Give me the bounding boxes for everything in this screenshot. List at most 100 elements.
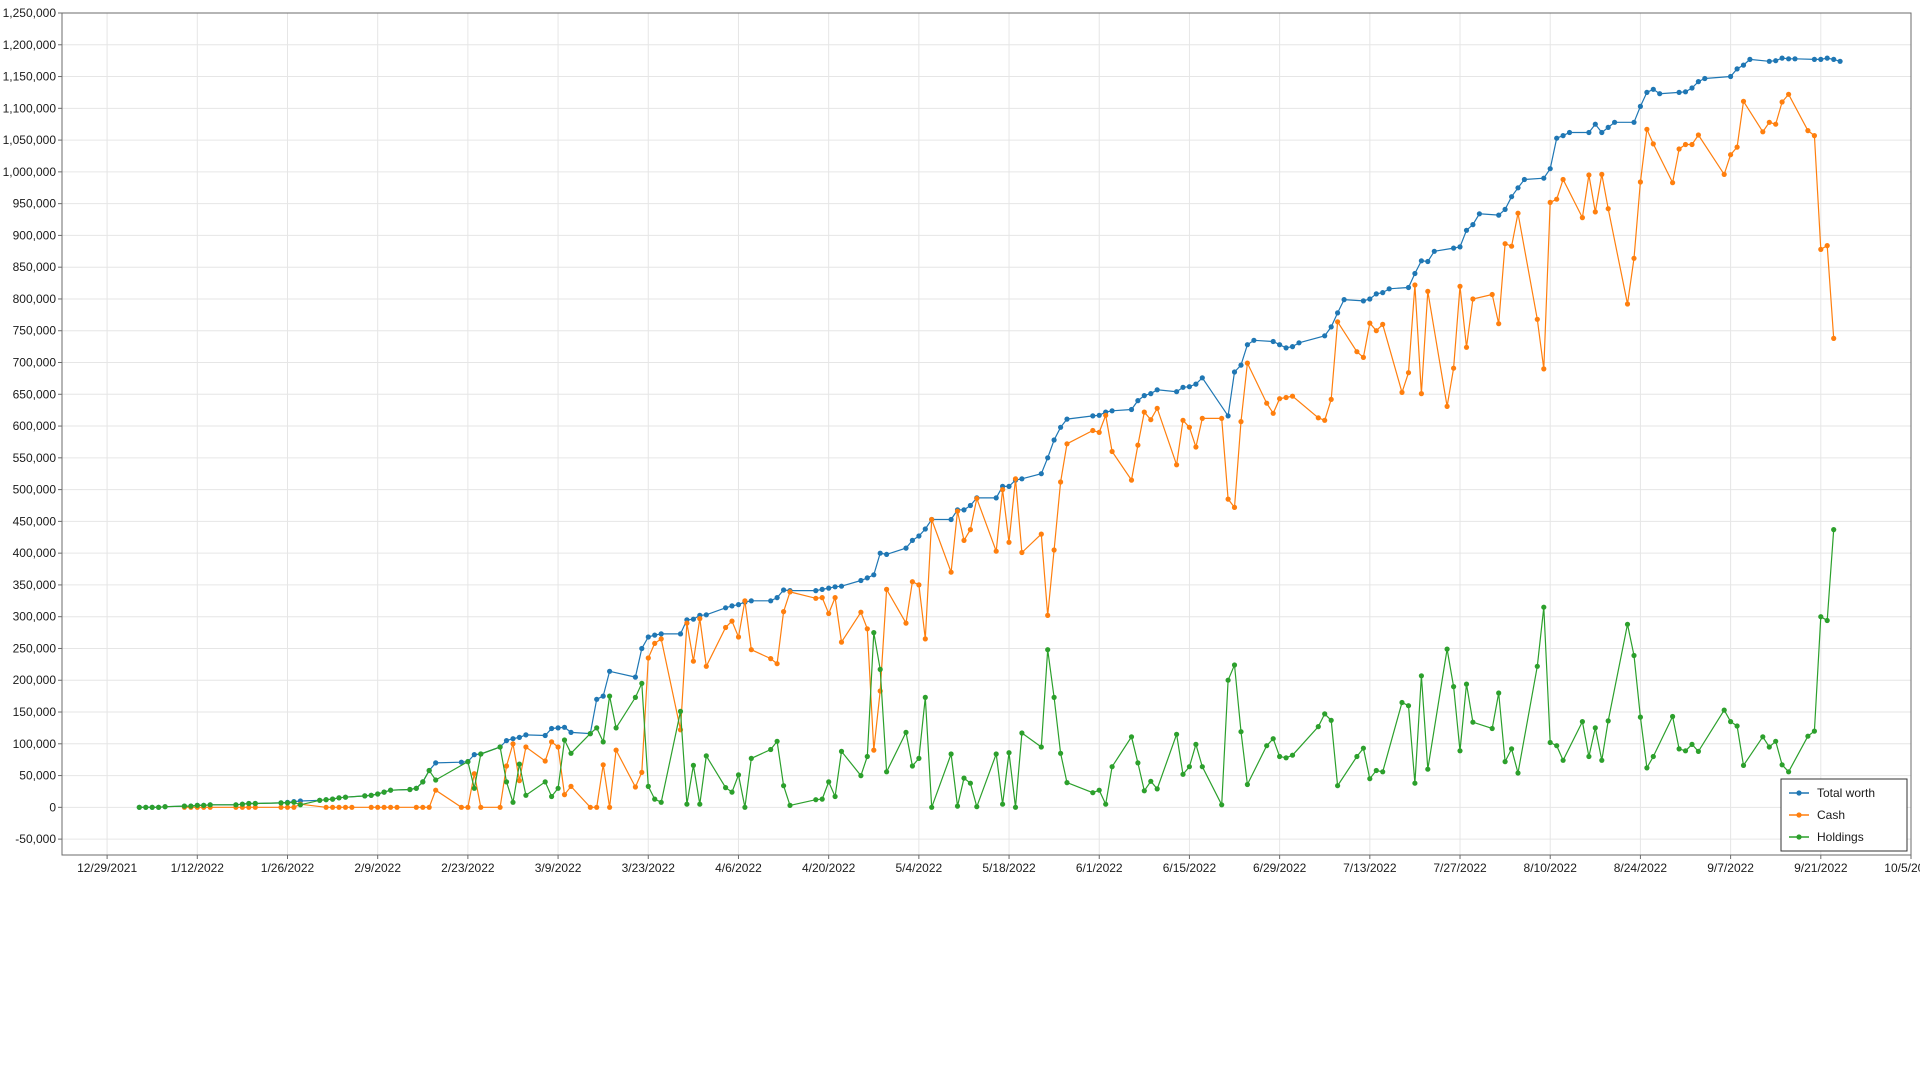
data-point-cash xyxy=(1824,243,1830,249)
data-point-holdings xyxy=(375,791,381,797)
data-point-cash xyxy=(607,804,613,810)
legend-item-holdings[interactable]: Holdings xyxy=(1789,830,1864,844)
data-point-cash xyxy=(1786,91,1792,97)
data-point-total-worth xyxy=(1496,212,1502,218)
data-point-holdings xyxy=(594,725,600,731)
data-point-total-worth xyxy=(1682,89,1689,95)
data-point-cash xyxy=(330,804,336,810)
data-point-total-worth xyxy=(1779,55,1785,61)
data-point-holdings xyxy=(1058,750,1064,756)
data-point-total-worth xyxy=(1277,342,1283,348)
data-point-total-worth xyxy=(1096,412,1102,418)
data-point-holdings xyxy=(1637,714,1643,720)
data-point-total-worth xyxy=(1289,344,1296,350)
data-point-holdings xyxy=(1515,770,1521,776)
data-point-total-worth xyxy=(523,732,529,738)
data-point-holdings xyxy=(516,761,523,767)
data-point-total-worth xyxy=(1818,56,1824,63)
data-point-cash xyxy=(703,663,709,669)
x-tick-label: 4/6/2022 xyxy=(715,861,762,875)
data-point-cash xyxy=(1554,196,1560,202)
data-point-cash xyxy=(375,804,381,810)
data-point-holdings xyxy=(278,800,284,806)
data-point-total-worth xyxy=(1792,56,1798,62)
data-point-cash xyxy=(336,804,342,810)
data-point-cash xyxy=(1180,417,1186,423)
data-point-total-worth xyxy=(916,533,922,539)
data-point-cash xyxy=(864,626,870,632)
data-point-total-worth xyxy=(555,725,561,731)
data-point-total-worth xyxy=(1521,176,1527,183)
data-point-total-worth xyxy=(1470,222,1476,228)
data-point-cash xyxy=(1051,547,1057,553)
data-point-cash xyxy=(1174,462,1180,468)
data-point-holdings xyxy=(1103,801,1109,807)
data-point-holdings xyxy=(1012,804,1019,810)
data-point-holdings xyxy=(858,773,864,779)
data-point-total-worth xyxy=(632,674,639,680)
data-point-cash xyxy=(1064,441,1070,447)
plot-area-frame xyxy=(61,12,1912,856)
data-point-cash xyxy=(555,744,561,750)
data-point-cash xyxy=(1451,365,1457,371)
data-point-holdings xyxy=(632,694,639,701)
data-point-total-worth xyxy=(1225,413,1231,419)
x-tick-label: 7/13/2022 xyxy=(1343,861,1397,875)
data-point-cash xyxy=(613,747,619,753)
data-point-holdings xyxy=(742,804,748,810)
data-point-holdings xyxy=(916,755,922,762)
data-point-holdings xyxy=(877,666,883,673)
data-point-cash xyxy=(1831,335,1837,341)
x-tick-label: 1/12/2022 xyxy=(171,861,225,875)
data-point-cash xyxy=(246,804,252,810)
data-point-cash xyxy=(1006,539,1012,545)
data-point-total-worth xyxy=(1560,133,1566,139)
data-point-holdings xyxy=(1644,765,1650,771)
data-point-total-worth xyxy=(1296,340,1302,346)
data-point-total-worth xyxy=(781,587,787,593)
legend-label: Total worth xyxy=(1817,786,1875,800)
data-point-holdings xyxy=(549,793,555,800)
data-point-cash xyxy=(1154,405,1160,411)
legend-item-total-worth[interactable]: Total worth xyxy=(1789,786,1875,800)
data-point-cash xyxy=(690,658,697,664)
data-point-cash xyxy=(1734,144,1740,150)
data-point-total-worth xyxy=(658,631,664,637)
data-point-total-worth xyxy=(1637,103,1643,109)
data-point-cash xyxy=(1534,316,1540,322)
data-point-total-worth xyxy=(1386,286,1392,292)
data-point-holdings xyxy=(497,744,503,750)
data-point-cash xyxy=(645,655,651,661)
data-point-cash xyxy=(1277,396,1283,402)
data-point-holdings xyxy=(684,801,690,807)
data-point-cash xyxy=(1367,320,1373,326)
data-point-holdings xyxy=(471,785,477,791)
data-point-holdings xyxy=(826,779,832,785)
data-point-holdings xyxy=(967,780,974,786)
data-point-total-worth xyxy=(1644,89,1650,95)
data-point-total-worth xyxy=(864,575,870,581)
legend[interactable]: Total worth Cash Holdings xyxy=(1780,778,1908,852)
y-tick-label: 1,250,000 xyxy=(3,6,57,20)
data-point-total-worth xyxy=(884,551,890,558)
data-point-total-worth xyxy=(1360,298,1366,304)
data-point-holdings xyxy=(723,785,729,791)
data-point-holdings xyxy=(697,801,703,807)
data-point-holdings xyxy=(1038,744,1044,750)
data-point-holdings xyxy=(1154,786,1160,792)
data-point-total-worth xyxy=(1231,369,1238,375)
data-point-holdings xyxy=(1444,646,1450,652)
data-point-total-worth xyxy=(948,516,954,523)
data-point-total-worth xyxy=(1244,342,1250,348)
y-tick-label: 350,000 xyxy=(13,578,57,592)
data-point-holdings xyxy=(510,799,516,805)
data-point-holdings xyxy=(1000,801,1006,807)
data-point-cash xyxy=(1740,98,1747,104)
data-point-cash xyxy=(420,804,426,810)
legend-item-cash[interactable]: Cash xyxy=(1789,808,1845,822)
data-point-total-worth xyxy=(516,734,523,741)
data-point-holdings xyxy=(1051,694,1057,701)
data-point-holdings xyxy=(1148,778,1154,784)
legend-swatch-marker xyxy=(1796,812,1802,818)
